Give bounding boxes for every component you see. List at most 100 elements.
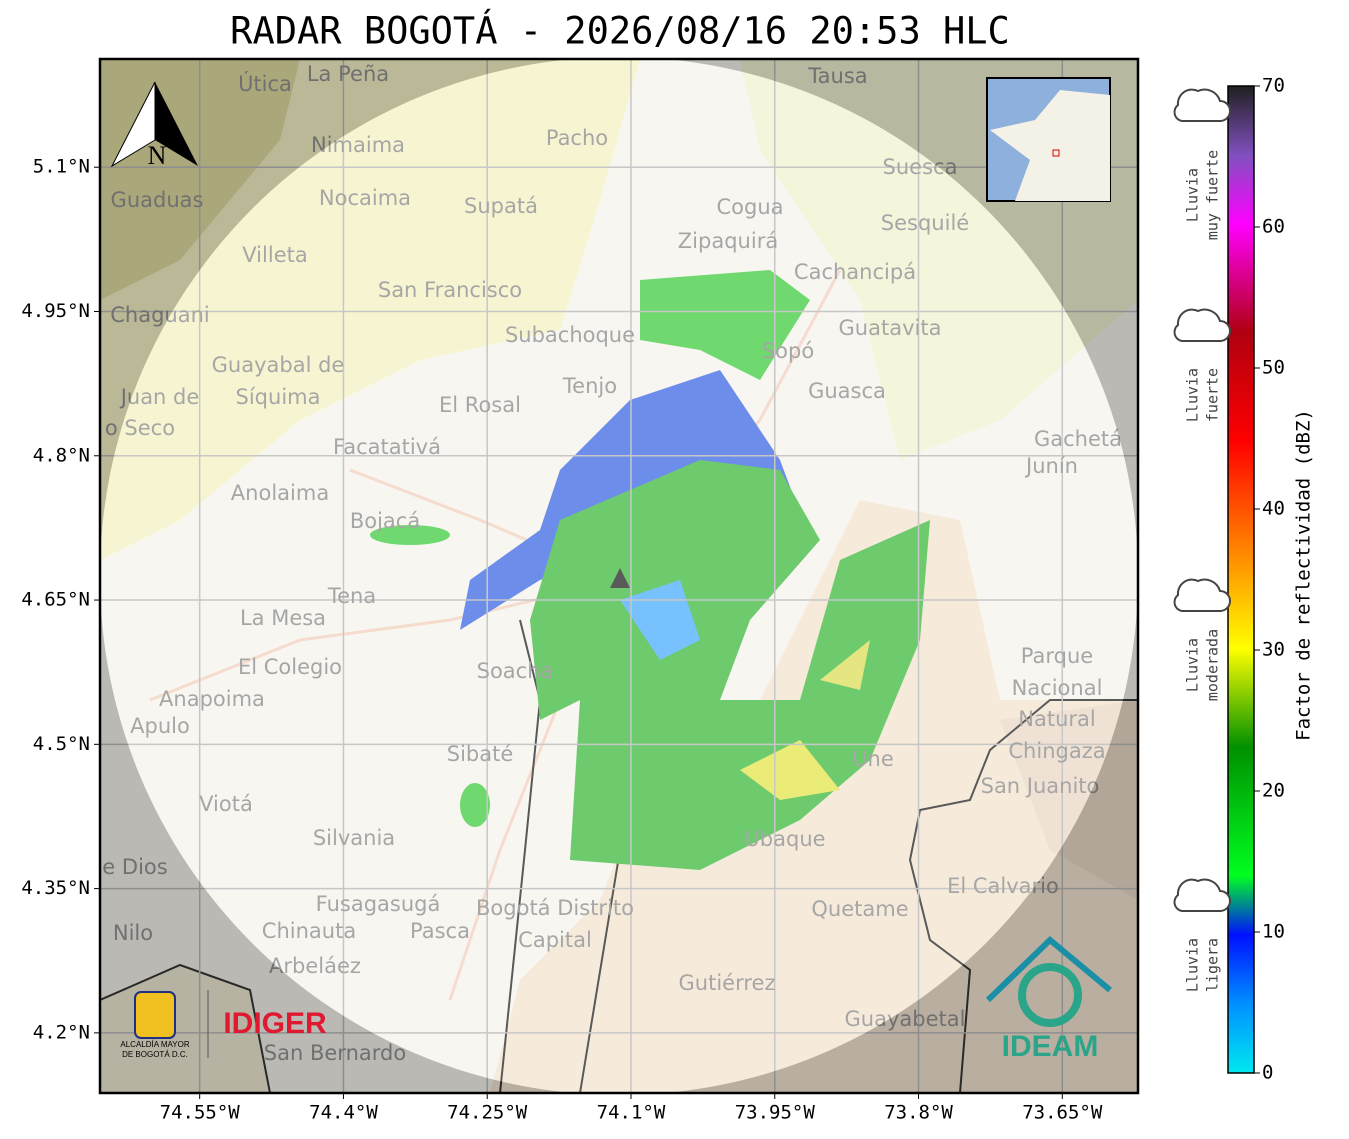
- place-label: Pacho: [546, 126, 608, 150]
- place-label: Cachancipá: [794, 260, 916, 284]
- place-label: o Seco: [105, 416, 175, 440]
- colorbar-tick-label: 50: [1262, 357, 1285, 379]
- y-tick-label: 4.35°N: [21, 877, 90, 899]
- place-label: Tena: [327, 584, 376, 608]
- weather-icon: [1173, 308, 1231, 342]
- place-label: Viotá: [199, 792, 253, 816]
- place-label: Chaguani: [110, 303, 210, 327]
- place-label: Sibaté: [447, 742, 514, 766]
- idiger-logo: IDIGER: [223, 1007, 327, 1040]
- ideam-logo: IDEAM: [1002, 1030, 1099, 1063]
- colorbar-tick-label: 20: [1262, 780, 1285, 802]
- place-label: Arbeláez: [269, 954, 361, 978]
- weather-icon: [1173, 878, 1231, 912]
- x-tick-label: 73.65°W: [1022, 1102, 1103, 1124]
- place-label: Apulo: [130, 714, 190, 738]
- place-label: Pasca: [410, 919, 470, 943]
- place-label: San Francisco: [378, 278, 522, 302]
- y-tick-label: 4.5°N: [33, 733, 90, 755]
- place-label: Guaduas: [111, 188, 204, 212]
- place-label: Nimaima: [311, 133, 405, 157]
- place-label: Tausa: [807, 64, 867, 88]
- place-label: Nocaima: [319, 186, 411, 210]
- place-label: Juan de: [119, 385, 200, 409]
- rain-category: muy fuerte: [1204, 150, 1222, 240]
- place-label: Ubaque: [744, 827, 825, 851]
- weather-icon: [1173, 578, 1231, 612]
- place-label: Bojacá: [350, 509, 420, 533]
- rain-category: moderada: [1204, 629, 1222, 701]
- rain-category: fuerte: [1204, 368, 1222, 422]
- place-label: Zipaquirá: [678, 229, 778, 253]
- place-label: Bogotá Distrito: [476, 896, 634, 920]
- rain-category: ligera: [1204, 938, 1222, 992]
- weather-icon: [1173, 88, 1231, 122]
- place-label: Sesquilé: [881, 211, 969, 235]
- x-tick-label: 74.25°W: [447, 1102, 528, 1124]
- colorbar: [1227, 85, 1255, 1074]
- place-label: Villeta: [242, 243, 307, 267]
- rain-category: Lluvia: [1184, 638, 1202, 692]
- north-arrow: N: [110, 81, 198, 170]
- x-tick-label: 74.1°W: [597, 1102, 666, 1124]
- place-label: Síquima: [236, 385, 321, 409]
- place-label: Silvania: [313, 826, 395, 850]
- place-label: Nacional: [1012, 676, 1103, 700]
- place-label: e Dios: [102, 855, 167, 879]
- place-label: Guayabal de: [212, 353, 345, 377]
- place-label: Facatativá: [333, 435, 441, 459]
- place-label: San Juanito: [981, 774, 1100, 798]
- place-label: La Peña: [307, 62, 389, 86]
- alcaldia-line: ALCALDÍA MAYOR: [120, 1040, 189, 1049]
- place-label: Útica: [238, 71, 292, 96]
- y-tick-label: 4.8°N: [33, 444, 90, 466]
- place-label: Subachoque: [505, 323, 635, 347]
- x-tick-label: 73.95°W: [735, 1102, 816, 1124]
- y-tick-label: 4.2°N: [33, 1021, 90, 1043]
- place-label: Suesca: [883, 155, 958, 179]
- place-label: Gachetá: [1034, 427, 1122, 451]
- place-label: Supatá: [464, 194, 538, 218]
- place-label: Junín: [1024, 454, 1078, 478]
- place-label: Tenjo: [562, 374, 617, 398]
- place-label: Cogua: [716, 195, 783, 219]
- alcaldia-line: DE BOGOTÁ D.C.: [122, 1050, 188, 1059]
- colorbar-tick-label: 10: [1262, 921, 1285, 943]
- place-label: Gutiérrez: [679, 971, 776, 995]
- title: RADAR BOGOTÁ - 2026/08/16 20:53 HLC: [230, 9, 1010, 53]
- x-tick-label: 74.4°W: [309, 1102, 378, 1124]
- place-label: Fusagasugá: [316, 892, 441, 916]
- place-label: Parque: [1021, 644, 1093, 668]
- place-label: Une: [852, 747, 894, 771]
- y-tick-label: 4.65°N: [21, 589, 90, 611]
- place-label: Chingaza: [1008, 739, 1105, 763]
- x-tick-label: 73.8°W: [884, 1102, 953, 1124]
- place-label: Guayabetal: [845, 1007, 966, 1031]
- place-label: Anapoima: [159, 687, 265, 711]
- place-label: Quetame: [811, 897, 908, 921]
- place-label: El Colegio: [238, 655, 342, 679]
- logos: ALCALDÍA MAYOR DE BOGOTÁ D.C. IDIGER IDE…: [120, 935, 1112, 1063]
- map: La Peña Útica Tausa Pacho Nimaima Guaduas Noca…: [100, 59, 1138, 1093]
- place-label: Guatavita: [839, 316, 942, 340]
- place-label: Nilo: [113, 921, 153, 945]
- colorbar-tick-label: 30: [1262, 639, 1285, 661]
- x-tick-label: 74.55°W: [160, 1102, 241, 1124]
- north-label: N: [148, 141, 167, 170]
- inset-map: [986, 77, 1111, 202]
- y-tick-label: 5.1°N: [33, 156, 90, 178]
- place-label: Guasca: [808, 379, 886, 403]
- place-label: Sopó: [762, 339, 814, 363]
- place-label: Anolaima: [231, 481, 329, 505]
- radar-echoes: [370, 270, 930, 870]
- rain-category: Lluvia: [1184, 368, 1202, 422]
- colorbar-label: Factor de reflectividad (dBZ): [1293, 409, 1315, 741]
- colorbar-tick-label: 60: [1262, 216, 1285, 238]
- place-label: El Calvario: [947, 874, 1059, 898]
- place-label: Capital: [518, 928, 592, 952]
- place-label: El Rosal: [439, 393, 521, 417]
- place-label: Chinauta: [262, 919, 356, 943]
- rain-category: Lluvia: [1184, 938, 1202, 992]
- rain-category: Lluvia: [1184, 168, 1202, 222]
